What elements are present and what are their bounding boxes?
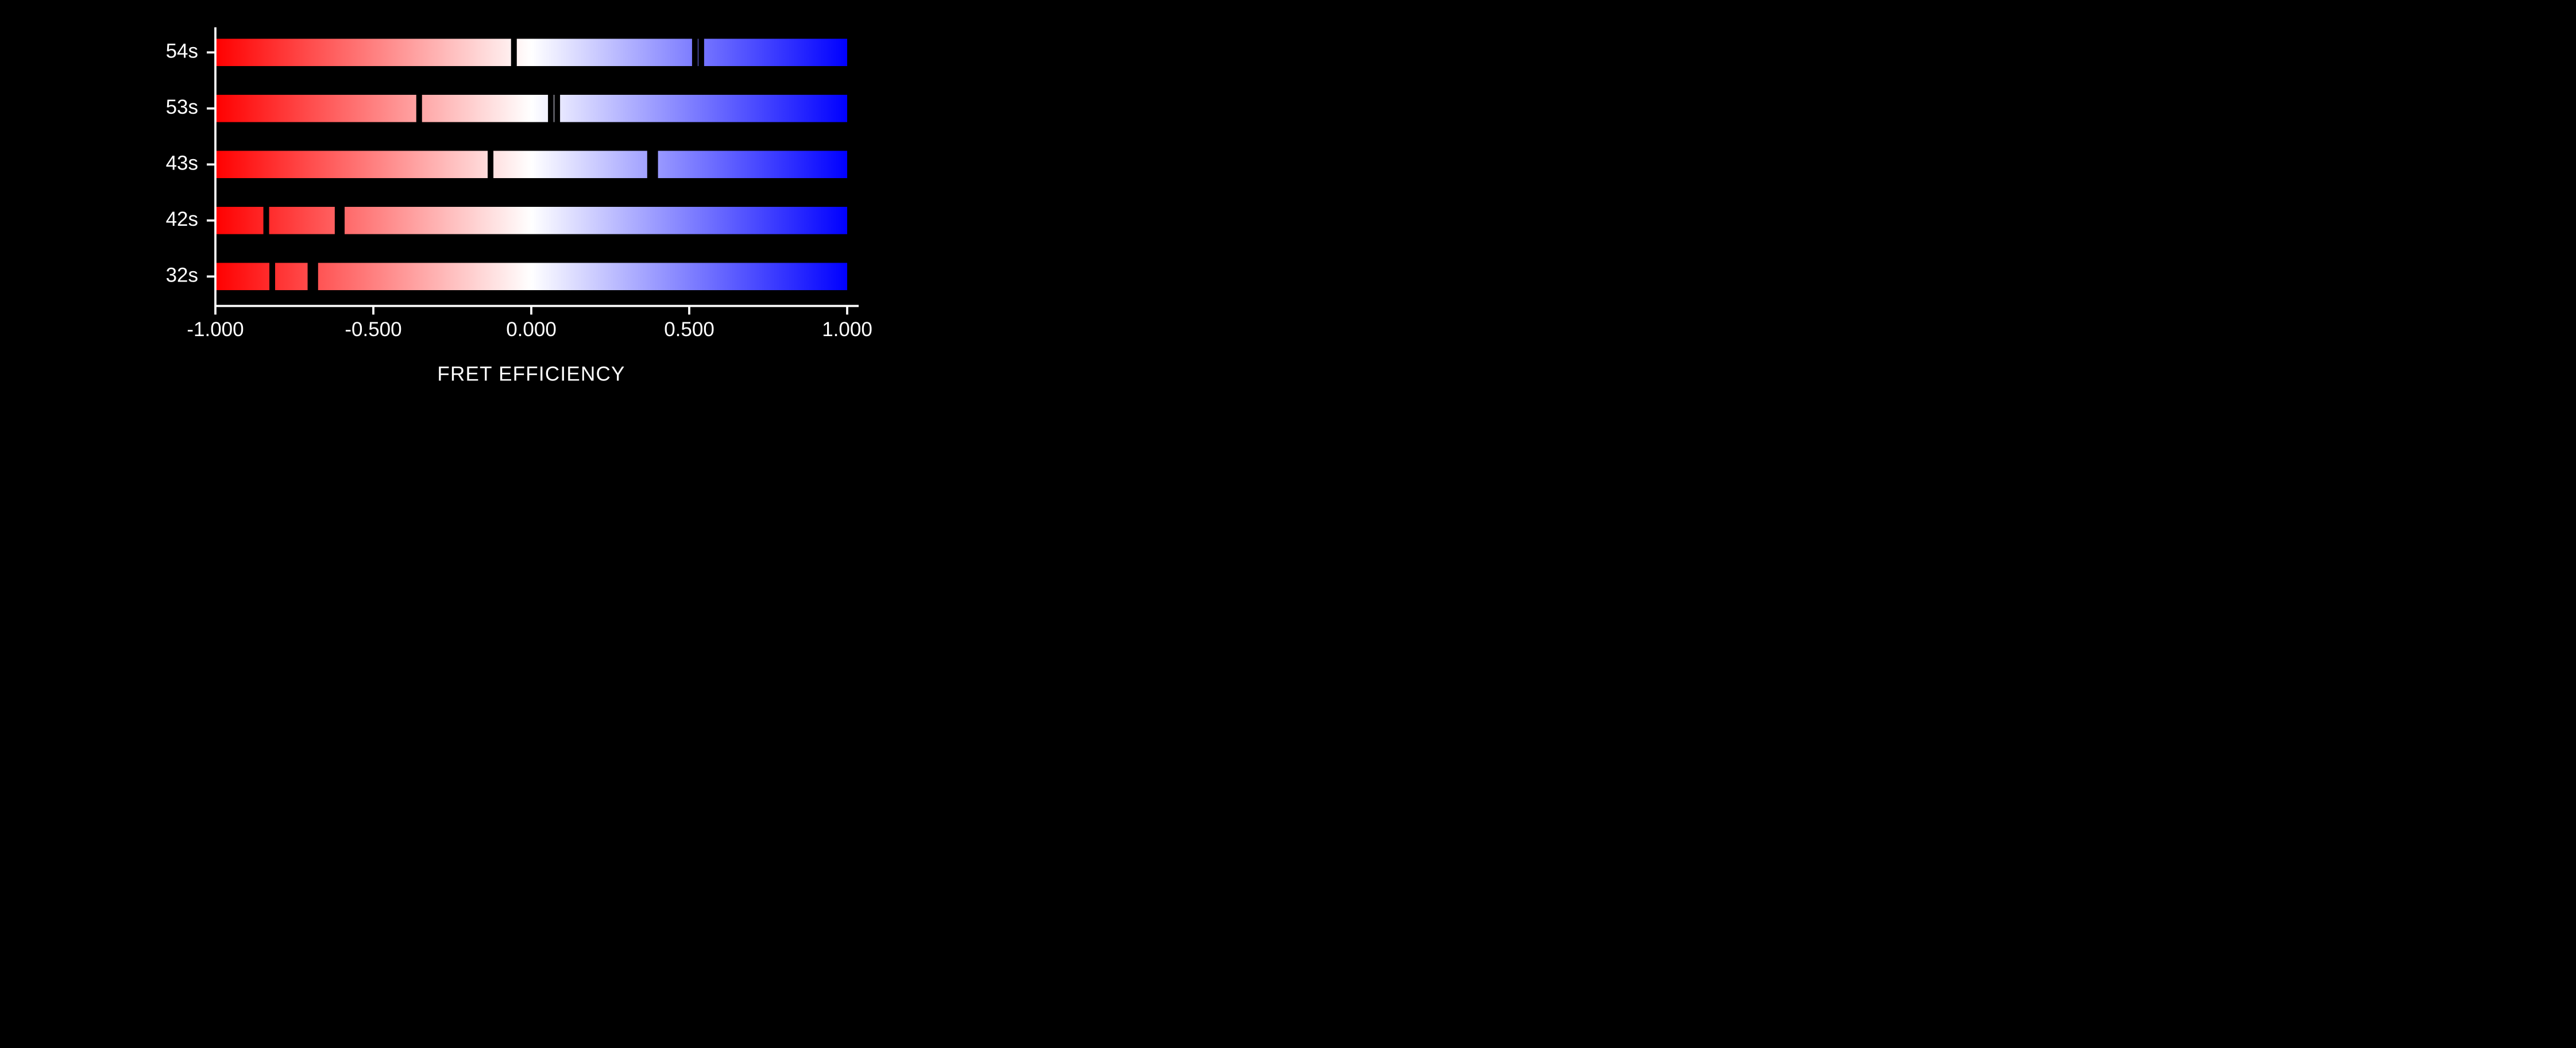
x-tick-label: 0.500	[664, 318, 715, 341]
fret-marker	[416, 95, 422, 122]
x-axis-title: FRET EFFICIENCY	[437, 363, 625, 386]
fret-marker	[554, 95, 560, 122]
fret-marker	[698, 39, 704, 67]
series-bar	[215, 95, 847, 122]
fret-marker	[264, 207, 269, 234]
x-tick-label: 1.000	[822, 318, 872, 341]
y-tick-label: 43s	[166, 152, 198, 175]
y-tick-label: 42s	[166, 208, 198, 230]
fret-efficiency-chart: 54s 53s 43s 42s 32s -1.000 -0.500 0.000 0.500 1.0…	[0, 0, 1030, 419]
y-tick-label: 54s	[166, 40, 198, 63]
y-tick-label: 32s	[166, 264, 198, 287]
y-tick-label: 53s	[166, 96, 198, 118]
fret-marker	[511, 39, 517, 67]
fret-marker	[269, 263, 275, 291]
x-tick-label: -0.500	[345, 318, 401, 341]
x-tick-label: -1.000	[187, 318, 244, 341]
series-bar	[215, 151, 847, 179]
fret-marker	[652, 151, 658, 179]
fret-marker	[488, 151, 493, 179]
x-tick-label: 0.000	[506, 318, 557, 341]
series-bar	[215, 207, 847, 234]
fret-marker	[548, 95, 554, 122]
fret-marker	[647, 151, 653, 179]
fret-marker	[692, 39, 698, 67]
fret-marker	[339, 207, 345, 234]
series-bar	[215, 39, 847, 67]
fret-marker	[312, 263, 318, 291]
